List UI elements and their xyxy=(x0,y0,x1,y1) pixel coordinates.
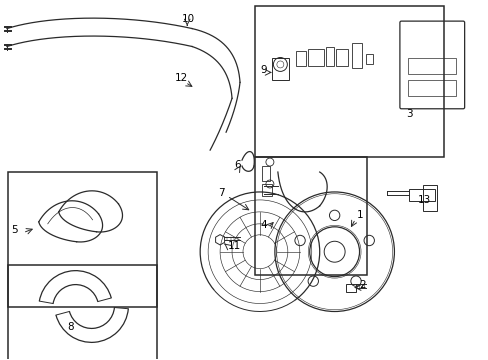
Bar xyxy=(423,185,436,211)
Text: 3: 3 xyxy=(405,109,412,119)
Text: 11: 11 xyxy=(227,241,241,251)
Bar xyxy=(407,80,455,96)
Bar xyxy=(307,49,323,67)
Bar xyxy=(351,42,361,68)
Bar xyxy=(271,58,288,80)
Bar xyxy=(262,166,269,181)
Bar xyxy=(345,284,355,292)
Text: 9: 9 xyxy=(260,66,266,76)
Text: 12: 12 xyxy=(175,73,188,84)
Text: 13: 13 xyxy=(417,195,430,205)
Bar xyxy=(325,46,333,67)
Text: 1: 1 xyxy=(356,210,363,220)
Text: 4: 4 xyxy=(260,220,266,230)
Text: 6: 6 xyxy=(234,160,240,170)
Text: 2: 2 xyxy=(359,280,366,289)
Text: 5: 5 xyxy=(11,225,18,235)
Bar xyxy=(8,172,157,306)
Bar xyxy=(407,58,455,75)
Bar xyxy=(254,6,443,157)
Text: 10: 10 xyxy=(182,14,195,24)
Text: 7: 7 xyxy=(218,188,224,198)
Bar xyxy=(335,49,347,67)
Bar xyxy=(408,189,434,201)
Text: 8: 8 xyxy=(67,323,74,332)
Bar xyxy=(8,265,157,360)
Bar xyxy=(254,157,366,275)
Bar xyxy=(262,184,271,196)
Bar xyxy=(295,50,305,67)
Bar xyxy=(365,54,372,64)
